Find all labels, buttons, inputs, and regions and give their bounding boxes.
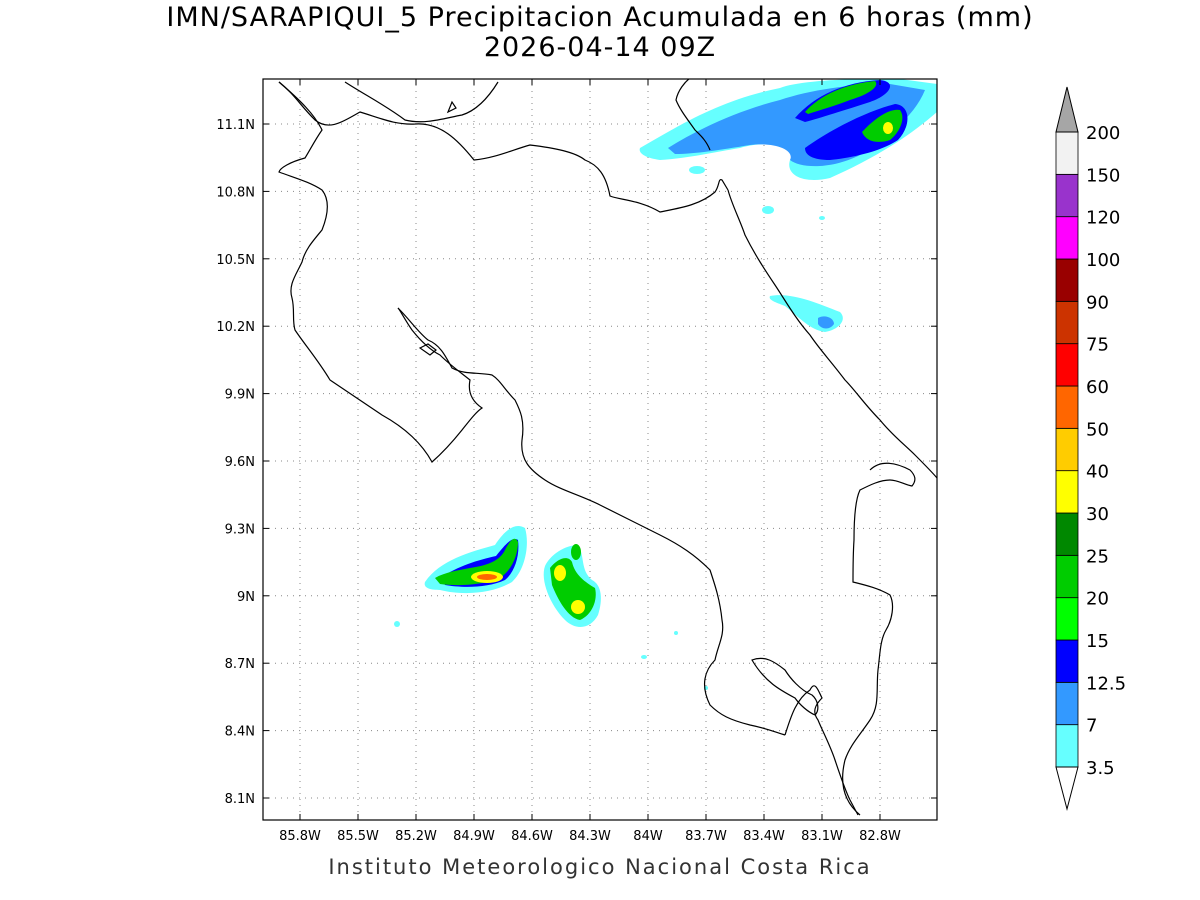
lake-outline-north xyxy=(446,100,457,114)
lon-tick-label: 83.4W xyxy=(743,829,785,844)
precip-core-east-green xyxy=(862,109,903,142)
lat-tick-label: 8.7N xyxy=(225,657,255,672)
lat-tick-label: 10.8N xyxy=(216,185,255,200)
colorbar-swatch xyxy=(1055,216,1079,260)
lon-tick-label: 84W xyxy=(633,829,663,844)
precip-cluster-east-yellow-a xyxy=(554,565,566,581)
footer-credit: Instituto Meteorologico Nacional Costa R… xyxy=(328,855,872,879)
precip-band-limon-blue xyxy=(818,316,834,329)
colorbar-level-label: 12.5 xyxy=(1086,673,1126,694)
precip-spot-south-c xyxy=(641,655,647,659)
lat-tick-label: 9.3N xyxy=(225,522,255,537)
colorbar-swatch xyxy=(1055,131,1079,175)
lon-tick-label: 83.1W xyxy=(801,829,843,844)
lon-tick-label: 82.8W xyxy=(859,829,901,844)
colorbar-swatch xyxy=(1055,681,1079,726)
lon-tick-label: 85.5W xyxy=(337,829,379,844)
nicaragua-costa-rica-border xyxy=(278,81,729,213)
colorbar-swatch xyxy=(1055,639,1079,683)
colorbar-swatch xyxy=(1055,173,1079,218)
colorbar-level-label: 75 xyxy=(1086,335,1109,356)
map-title: IMN/SARAPIQUI_5 Precipitacion Acumulada … xyxy=(166,2,1034,33)
colorbar-level-label: 7 xyxy=(1086,716,1097,737)
precip-cluster-west-orange xyxy=(477,574,497,580)
colorbar-level-label: 3.5 xyxy=(1086,758,1115,779)
colorbar-level-label: 100 xyxy=(1086,250,1120,271)
precip-spot-northeast-a xyxy=(762,206,774,214)
latitude-axis: 11.1N 10.8N 10.5N 10.2N 9.9N 9.6N 9.3N 9N 8.7N 8.… xyxy=(216,118,937,807)
nicoya-island xyxy=(418,343,437,356)
colorbar-level-label: 60 xyxy=(1086,377,1109,398)
precip-spot-northeast-b xyxy=(689,166,705,174)
lat-tick-label: 8.4N xyxy=(225,725,255,740)
precip-spot-south-a xyxy=(394,621,400,627)
golfo-dulce xyxy=(751,657,819,716)
lat-tick-label: 9.9N xyxy=(225,388,255,403)
colorbar-swatch xyxy=(1055,258,1079,302)
lon-tick-label: 85.2W xyxy=(395,829,437,844)
precip-spot-south-b xyxy=(674,631,678,635)
colorbar-level-label: 25 xyxy=(1086,546,1109,567)
lat-tick-label: 8.1N xyxy=(225,792,255,807)
precip-spot-northeast-c xyxy=(819,216,825,220)
lat-tick-label: 11.1N xyxy=(216,118,255,133)
colorbar-level-label: 150 xyxy=(1086,165,1120,186)
lat-tick-label: 10.2N xyxy=(216,320,255,335)
precip-cluster-east-yellow-b xyxy=(571,600,585,614)
longitude-axis: 85.8W 85.5W 85.2W 84.9W 84.6W 84.3W 84W 83.7W 83… xyxy=(279,79,901,844)
colorbar-level-label: 40 xyxy=(1086,462,1109,483)
lat-tick-label: 9N xyxy=(237,590,255,605)
colorbar-swatch xyxy=(1055,512,1079,556)
colorbar-level-label: 15 xyxy=(1086,631,1109,652)
colorbar-swatch xyxy=(1055,300,1079,345)
precip-cluster-east-green-c xyxy=(571,544,581,560)
lake-nicaragua-shore xyxy=(344,81,499,123)
colorbar-level-label: 200 xyxy=(1086,123,1120,144)
lon-tick-label: 83.7W xyxy=(685,829,727,844)
colorbar-swatch xyxy=(1055,554,1079,599)
precip-core-east-yellow xyxy=(883,122,893,134)
precip-core-north-green xyxy=(805,81,877,114)
coastlines-and-borders xyxy=(278,79,937,816)
precipitation-areas xyxy=(394,79,937,690)
map-frame xyxy=(262,78,938,821)
colorbar-over-arrow xyxy=(1055,86,1079,133)
colorbar-swatch xyxy=(1055,597,1079,641)
caribbean-coast xyxy=(727,189,937,479)
colorbar-swatch xyxy=(1055,724,1079,768)
panama-border xyxy=(842,462,916,816)
pacific-coast-south-west xyxy=(675,79,711,151)
lon-tick-label: 84.9W xyxy=(453,829,495,844)
colorbar-level-label: 20 xyxy=(1086,589,1109,610)
lon-tick-label: 84.3W xyxy=(569,829,611,844)
colorbar-level-label: 30 xyxy=(1086,504,1109,525)
lon-tick-label: 85.8W xyxy=(279,829,321,844)
lon-tick-label: 84.6W xyxy=(511,829,553,844)
colorbar-under-arrow xyxy=(1055,766,1079,811)
colorbar-swatch xyxy=(1055,470,1079,514)
colorbar-swatch xyxy=(1055,427,1079,472)
colorbar-level-label: 50 xyxy=(1086,419,1109,440)
colorbar-swatch xyxy=(1055,343,1079,387)
map-timestamp: 2026-04-14 09Z xyxy=(483,32,717,63)
pacific-coast-central xyxy=(397,307,786,736)
colorbar-level-label: 120 xyxy=(1086,208,1120,229)
pacific-coast-north xyxy=(278,81,484,463)
colorbar-level-label: 90 xyxy=(1086,292,1109,313)
lat-tick-label: 10.5N xyxy=(216,253,255,268)
lat-tick-label: 9.6N xyxy=(225,455,255,470)
colorbar-swatch xyxy=(1055,385,1079,429)
